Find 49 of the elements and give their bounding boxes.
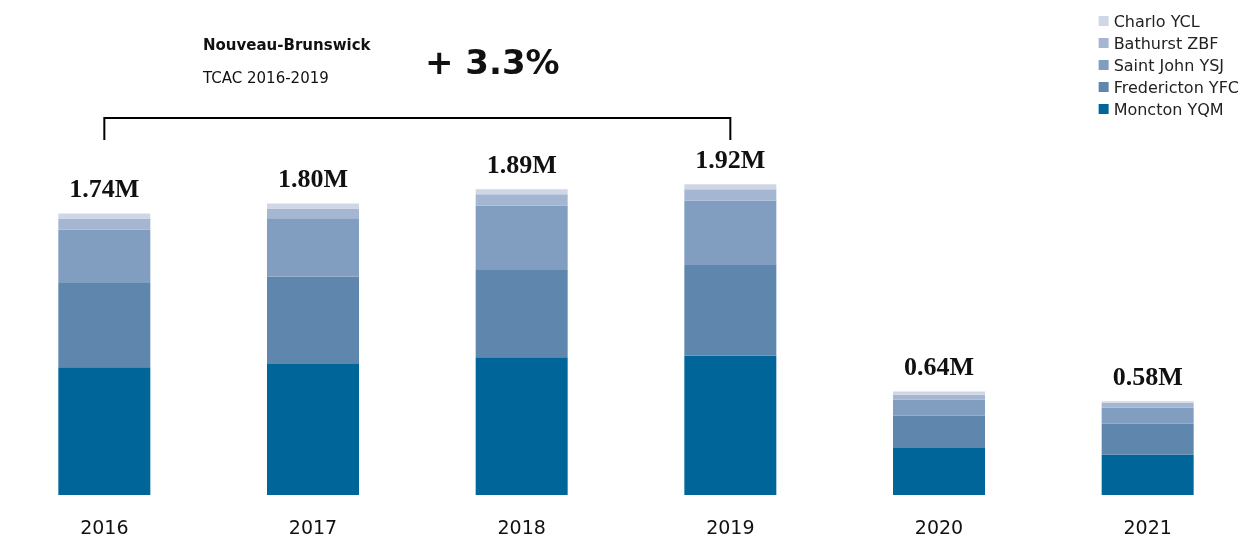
bar — [58, 367, 151, 495]
bar — [893, 394, 985, 400]
bar — [58, 213, 151, 219]
bar — [58, 218, 151, 230]
bar — [267, 276, 359, 364]
legend-label: Fredericton YFC — [1113, 77, 1240, 97]
bar — [475, 189, 568, 195]
bar — [893, 415, 985, 449]
legend-label: Bathurst ZBF — [1113, 33, 1219, 53]
bar — [267, 218, 359, 277]
annotation: 0.64M — [903, 352, 975, 382]
bar — [267, 363, 359, 495]
bar — [58, 229, 151, 284]
bar — [893, 448, 985, 495]
bar — [893, 399, 985, 416]
bar — [684, 184, 777, 190]
annotation: 1.92M — [695, 144, 766, 174]
bar — [58, 283, 151, 368]
bar — [1101, 454, 1194, 495]
bar — [475, 205, 568, 271]
bar — [1101, 402, 1194, 408]
bar — [684, 200, 777, 266]
annotation: 1.89M — [486, 149, 557, 179]
annotation: 0.58M — [1112, 361, 1183, 391]
bar — [267, 203, 359, 209]
bar — [684, 355, 777, 495]
bar — [684, 265, 777, 356]
bar — [475, 270, 568, 358]
x-tick-label: 2021 — [1123, 515, 1172, 538]
x-tick-label: 2020 — [914, 515, 964, 538]
legend-label: Charlo YCL — [1113, 11, 1200, 31]
legend-label: Moncton YQM — [1113, 99, 1224, 119]
legend-label: Saint John YSJ — [1113, 55, 1225, 75]
x-tick-label: 2019 — [706, 515, 755, 538]
x-tick-label: 2018 — [497, 515, 546, 538]
x-tick-label: 2016 — [80, 515, 129, 538]
annotation: 1.80M — [277, 164, 349, 194]
text: TCAC 2016-2019 — [202, 68, 329, 87]
text: + 3.3% — [425, 42, 560, 82]
annotation: 1.74M — [69, 173, 140, 203]
text: Nouveau-Brunswick — [203, 35, 372, 54]
bar — [475, 194, 568, 206]
bar — [1101, 423, 1194, 455]
x-tick-label: 2017 — [288, 515, 338, 538]
bar — [893, 391, 985, 395]
bar — [684, 189, 777, 201]
bar — [475, 357, 568, 495]
bar — [1101, 407, 1194, 424]
bar — [267, 208, 359, 219]
